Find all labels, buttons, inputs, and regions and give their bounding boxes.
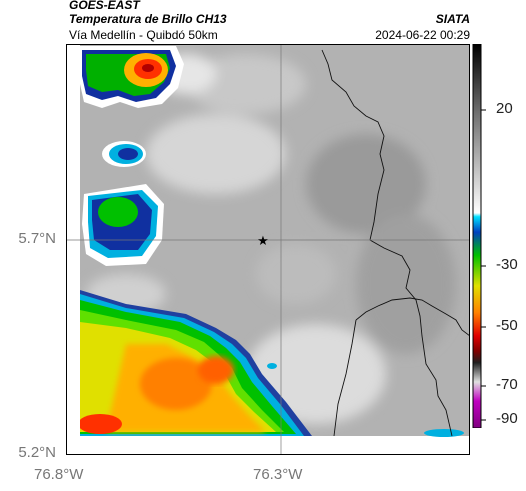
cloud-fragment-small xyxy=(267,363,277,369)
colorbar-label-20: 20 xyxy=(496,100,513,117)
lon-label-76.3: 76.3°W xyxy=(253,466,303,483)
timestamp-label: 2024-06-22 00:29 xyxy=(375,28,470,42)
temperature-colorbar xyxy=(472,44,486,428)
lat-label-5.2: 5.2°N xyxy=(18,444,56,461)
gray-texture xyxy=(86,54,456,424)
boundary-line-south xyxy=(355,297,470,337)
source-label: SIATA xyxy=(435,12,470,26)
cloud-cell-south xyxy=(78,290,312,440)
colorbar-label-minus50: -50 xyxy=(496,317,518,334)
product-title: Temperatura de Brillo CH13 xyxy=(69,12,227,26)
colorbar-label-minus30: -30 xyxy=(496,256,518,273)
boundary-line-southwest xyxy=(333,319,357,437)
brightness-temperature-map: ★ xyxy=(66,44,470,455)
reference-point-star: ★ xyxy=(257,234,269,249)
map-frame xyxy=(66,44,470,455)
colorbar-label-minus90: -90 xyxy=(496,410,518,427)
cloud-cell-north xyxy=(80,46,184,108)
lon-label-76.8: 76.8°W xyxy=(34,466,84,483)
no-data-strip-left xyxy=(66,44,80,455)
lat-label-5.7: 5.7°N xyxy=(18,230,56,247)
cloud-fragment xyxy=(424,429,464,437)
colorbar-gradient xyxy=(472,44,482,428)
no-data-strip xyxy=(66,436,470,455)
satellite-title: GOES-EAST xyxy=(69,0,140,12)
region-subtitle: Vía Medellín - Quibdó 50km xyxy=(69,28,218,42)
colorbar-label-minus70: -70 xyxy=(496,376,518,393)
cloud-cell-west xyxy=(82,184,164,266)
cloud-cell-small xyxy=(102,141,146,167)
